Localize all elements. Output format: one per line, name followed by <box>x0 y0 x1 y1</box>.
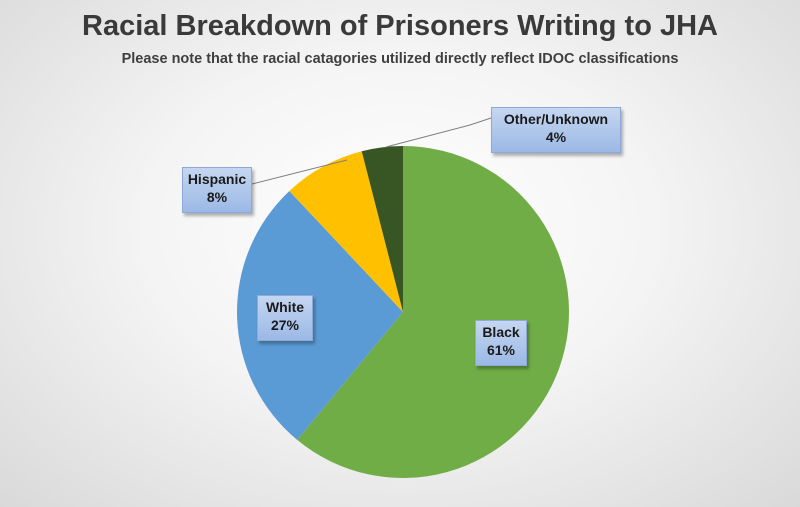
label-white-name: White <box>265 299 305 315</box>
label-hispanic-name: Hispanic <box>187 171 247 187</box>
leader-line-other-unknown <box>385 117 492 148</box>
chart-title: Racial Breakdown of Prisoners Writing to… <box>82 10 718 42</box>
pie-slice-other-unknown <box>361 146 403 312</box>
label-other-unknown: Other/Unknown 4% <box>491 107 621 153</box>
label-other-unknown-name: Other/Unknown <box>503 111 609 127</box>
label-hispanic-value: 8% <box>206 189 228 205</box>
pie-slice-black <box>297 146 569 478</box>
pie-slice-hispanic <box>289 151 403 312</box>
chart-subtitle: Please note that the racial catagories u… <box>121 51 679 67</box>
label-white-value: 27% <box>270 317 300 333</box>
label-black-name: Black <box>482 324 520 340</box>
label-black: Black 61% <box>475 320 527 366</box>
label-other-unknown-value: 4% <box>545 129 567 145</box>
label-hispanic: Hispanic 8% <box>182 167 252 213</box>
pie-slice-white <box>237 190 403 440</box>
leader-line-hispanic <box>251 159 348 185</box>
label-black-value: 61% <box>486 342 516 358</box>
label-white: White 27% <box>257 295 313 341</box>
